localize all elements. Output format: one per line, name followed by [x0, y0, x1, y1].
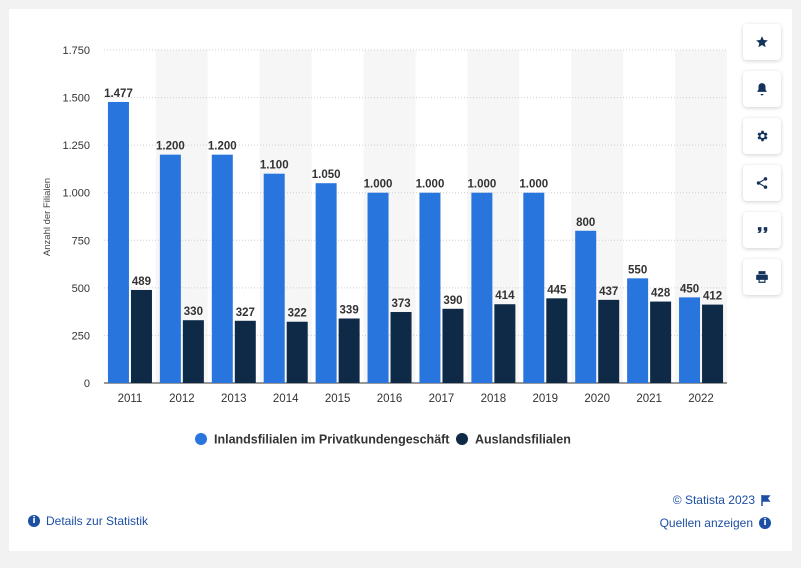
data-label: 450 [680, 283, 699, 295]
y-tick-label: 0 [84, 378, 90, 390]
bar-ausland [650, 301, 672, 383]
y-axis-label: Anzahl der Filialen [42, 178, 53, 256]
chart-toolbar [743, 24, 781, 306]
data-label: 1.000 [416, 179, 445, 191]
data-label: 1.000 [467, 179, 496, 191]
data-label: 1.000 [519, 179, 548, 191]
bar-inland [263, 173, 285, 383]
bar-ausland [494, 304, 516, 383]
star-icon [756, 36, 768, 48]
y-tick-label: 750 [72, 235, 90, 247]
x-tick-label: 2019 [532, 393, 558, 405]
x-tick-label: 2014 [273, 393, 299, 405]
data-label: 1.050 [312, 169, 341, 181]
cite-button[interactable] [743, 212, 781, 248]
quote-icon [757, 227, 768, 233]
data-label: 373 [391, 298, 410, 310]
bar-inland [211, 154, 233, 383]
bar-inland [471, 192, 493, 383]
bell-icon [757, 83, 767, 96]
y-tick-label: 500 [72, 283, 90, 295]
y-tick-label: 1.500 [62, 93, 90, 105]
bar-inland [367, 192, 389, 383]
share-icon [756, 177, 768, 189]
bar-ausland [702, 304, 724, 383]
bar-inland [627, 278, 649, 383]
data-label: 327 [236, 307, 255, 319]
bar-ausland [130, 289, 152, 383]
x-tick-label: 2017 [429, 393, 455, 405]
bar-inland [419, 192, 441, 383]
data-label: 1.000 [364, 179, 393, 191]
x-tick-label: 2015 [325, 393, 351, 405]
y-tick-label: 250 [72, 330, 90, 342]
bar-inland [107, 101, 129, 383]
bar-inland [575, 230, 597, 383]
bar-ausland [598, 299, 620, 383]
bar-ausland [442, 308, 464, 383]
x-tick-label: 2018 [481, 393, 507, 405]
bar-ausland [338, 318, 360, 383]
data-label: 437 [599, 286, 618, 298]
data-label: 428 [651, 288, 671, 300]
legend-label: Inlandsfilialen im Privatkundengeschäft [214, 433, 450, 447]
info-icon: i [28, 515, 40, 527]
copyright-link[interactable]: © Statista 2023 [673, 493, 771, 507]
data-label: 1.200 [208, 141, 237, 153]
details-link[interactable]: i Details zur Statistik [28, 514, 148, 528]
bar-inland [679, 297, 701, 383]
print-button[interactable] [743, 259, 781, 295]
settings-button[interactable] [743, 118, 781, 154]
data-label: 414 [495, 290, 515, 302]
x-tick-label: 2020 [584, 393, 610, 405]
y-tick-label: 1.750 [62, 45, 90, 57]
data-label: 339 [340, 304, 359, 316]
legend-marker [456, 433, 468, 445]
legend-label: Auslandsfilialen [475, 433, 571, 447]
x-tick-label: 2012 [169, 393, 195, 405]
y-tick-label: 1.000 [62, 188, 90, 200]
x-tick-label: 2013 [221, 393, 247, 405]
share-button[interactable] [743, 165, 781, 201]
copyright-label: © Statista 2023 [672, 493, 755, 507]
bar-ausland [286, 321, 308, 383]
bar-inland [523, 192, 545, 383]
bar-ausland [546, 298, 568, 383]
data-label: 489 [132, 276, 151, 288]
data-label: 1.200 [156, 141, 185, 153]
sources-label: Quellen anzeigen [659, 516, 753, 530]
data-label: 550 [628, 264, 647, 276]
data-label: 390 [443, 295, 462, 307]
data-label: 1.477 [104, 88, 133, 100]
bar-inland [315, 183, 337, 383]
data-label: 412 [703, 291, 722, 303]
data-label: 322 [288, 308, 307, 320]
x-tick-label: 2016 [377, 393, 403, 405]
info-icon: i [759, 517, 771, 529]
flag-icon [761, 494, 771, 506]
x-tick-label: 2011 [118, 393, 143, 405]
bar-ausland [182, 320, 204, 383]
gear-icon [757, 130, 768, 142]
x-tick-label: 2021 [636, 393, 662, 405]
details-label: Details zur Statistik [46, 514, 149, 528]
favorite-button[interactable] [743, 24, 781, 60]
print-icon [756, 271, 768, 283]
bar-ausland [234, 320, 256, 383]
notification-button[interactable] [743, 71, 781, 107]
data-label: 1.100 [260, 160, 289, 172]
bar-inland [159, 154, 181, 383]
sources-link[interactable]: Quellen anzeigen i [660, 516, 771, 530]
y-tick-label: 1.250 [62, 140, 90, 152]
data-label: 800 [576, 217, 595, 229]
bar-ausland [390, 312, 412, 383]
data-label: 330 [184, 306, 203, 318]
legend-marker [195, 433, 207, 445]
data-label: 445 [547, 284, 567, 296]
x-tick-label: 2022 [688, 393, 714, 405]
